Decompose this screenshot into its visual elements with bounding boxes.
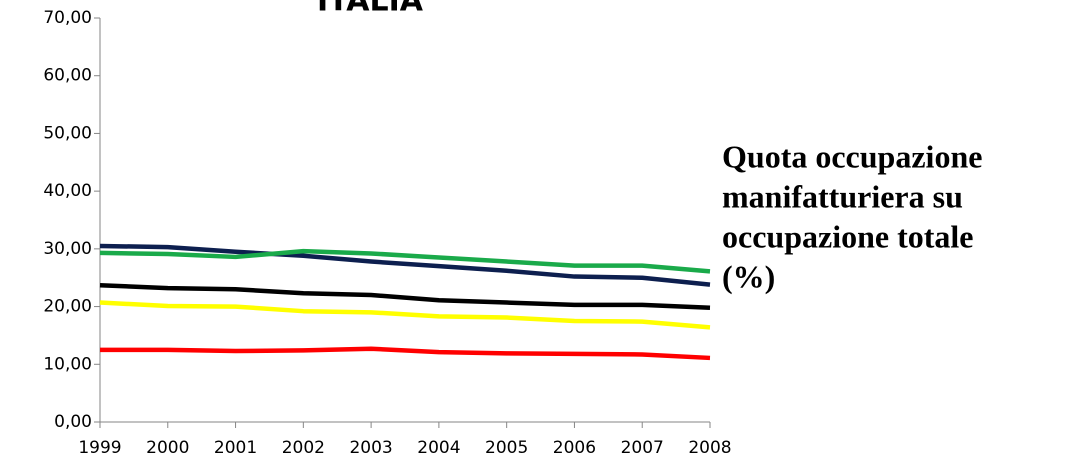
x-tick-label: 2001 (214, 438, 257, 458)
x-tick-label: 2006 (553, 438, 596, 458)
y-tick-label: 50,00 (43, 123, 92, 143)
series-line (99, 282, 711, 310)
x-tick-label: 2008 (688, 438, 731, 458)
series-line (99, 243, 711, 287)
y-tick-label: 60,00 (43, 66, 92, 86)
annotation: (%) (722, 258, 775, 294)
x-tick-label: 1999 (78, 438, 121, 458)
y-tick-label: 30,00 (43, 239, 92, 259)
y-tick-label: 20,00 (43, 297, 92, 317)
x-tick-label: 2000 (146, 438, 189, 458)
x-tick-label: 2007 (621, 438, 664, 458)
y-tick-label: 70,00 (43, 8, 92, 28)
y-tick-label: 40,00 (43, 181, 92, 201)
x-tick-label: 2005 (485, 438, 528, 458)
annotation: occupazione totale (722, 218, 974, 254)
series-line (100, 346, 711, 361)
chart-title: ITALIA (317, 0, 424, 19)
x-tick-label: 2003 (349, 438, 392, 458)
y-tick-label: 0,00 (54, 412, 92, 432)
y-tick-label: 10,00 (43, 354, 92, 374)
x-tick-label: 2002 (282, 438, 325, 458)
annotation: manifatturiera su (722, 178, 963, 214)
series-line (99, 300, 711, 330)
x-tick-label: 2004 (417, 438, 460, 458)
annotation: Quota occupazione (722, 138, 982, 174)
series-line (99, 248, 711, 274)
